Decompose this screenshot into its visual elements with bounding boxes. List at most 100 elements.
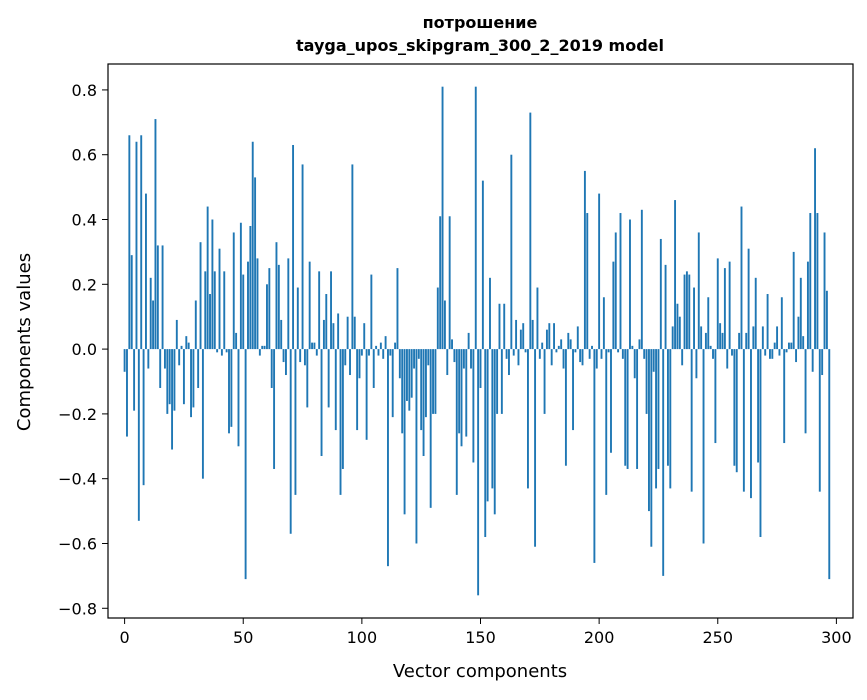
bar — [614, 232, 617, 350]
bar — [496, 349, 499, 414]
bar — [277, 264, 280, 350]
bar — [828, 349, 831, 580]
bar — [358, 349, 361, 379]
bar — [163, 349, 166, 369]
bar — [166, 349, 169, 414]
bar — [795, 349, 798, 363]
bar — [776, 326, 779, 350]
bar — [313, 342, 316, 350]
bar — [486, 349, 489, 502]
x-tick-label: 250 — [702, 628, 733, 647]
bar — [213, 271, 216, 350]
bar — [515, 319, 518, 350]
bar — [448, 216, 451, 350]
bar — [453, 349, 456, 363]
bar — [621, 349, 624, 359]
bar — [648, 349, 650, 512]
bar — [681, 349, 684, 366]
bar — [280, 319, 283, 350]
bar — [351, 164, 354, 350]
bar — [538, 349, 541, 359]
bar — [142, 349, 145, 486]
bar — [391, 349, 394, 418]
bar — [624, 349, 627, 466]
bar — [818, 349, 821, 492]
bar — [733, 349, 736, 466]
bar — [349, 349, 351, 376]
bar — [517, 349, 520, 366]
bar — [619, 213, 622, 350]
bar — [173, 349, 176, 411]
bar — [472, 349, 475, 463]
bar — [707, 297, 710, 350]
bar — [697, 232, 700, 350]
bar — [287, 258, 290, 350]
bar — [764, 349, 767, 356]
bar — [759, 349, 762, 538]
bar — [230, 349, 233, 427]
bar — [792, 251, 795, 350]
bar — [723, 268, 726, 350]
bar — [731, 349, 733, 356]
bar — [282, 349, 285, 363]
bar — [156, 245, 159, 350]
bar — [308, 261, 311, 350]
bar — [168, 349, 171, 405]
bar — [258, 349, 261, 356]
bar — [543, 349, 546, 414]
bar — [726, 349, 729, 369]
bar — [201, 349, 204, 479]
bar — [389, 349, 392, 356]
bar — [548, 323, 551, 350]
bar — [133, 349, 136, 411]
bar — [206, 206, 209, 350]
bar — [178, 349, 181, 366]
bar — [503, 303, 506, 350]
bar — [339, 349, 342, 495]
bar — [712, 349, 714, 359]
bar — [223, 271, 226, 350]
bar — [581, 349, 584, 366]
bar — [387, 349, 389, 567]
bar — [650, 349, 653, 547]
bar — [322, 319, 325, 350]
y-tick-label: −0.4 — [58, 470, 97, 489]
y-tick-label: 0.8 — [72, 81, 97, 100]
bar — [249, 225, 252, 350]
bar — [254, 177, 257, 350]
bar — [429, 349, 432, 508]
bar — [531, 319, 534, 350]
bar — [685, 271, 688, 350]
bar — [145, 193, 147, 350]
bar — [752, 326, 755, 350]
bar — [470, 349, 472, 369]
bar — [593, 349, 596, 563]
bar — [237, 349, 240, 447]
bar — [700, 326, 703, 350]
bar — [363, 323, 366, 350]
bar — [334, 349, 337, 431]
bar — [633, 349, 636, 379]
bar — [294, 349, 297, 495]
bar — [154, 119, 157, 350]
bar — [750, 349, 752, 499]
plot-frame — [107, 63, 854, 619]
bar — [140, 135, 143, 350]
bar — [550, 349, 553, 366]
bar — [261, 345, 264, 350]
bar — [605, 349, 608, 495]
bar — [617, 349, 620, 353]
bar — [325, 294, 328, 350]
bar — [671, 326, 674, 350]
y-tick-label: 0.4 — [72, 211, 97, 230]
chart-title-line1: потрошение — [423, 13, 538, 32]
x-tick-label: 300 — [821, 628, 852, 647]
bar — [693, 287, 695, 350]
bar — [676, 303, 679, 350]
bar — [814, 148, 816, 350]
bar — [406, 349, 408, 401]
bar — [704, 332, 707, 350]
bar — [567, 332, 570, 350]
bar — [778, 349, 781, 356]
